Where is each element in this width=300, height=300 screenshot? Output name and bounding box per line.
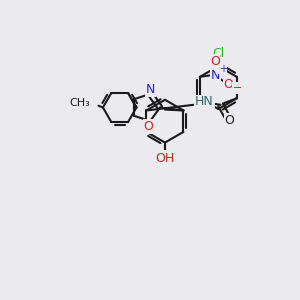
Text: O: O xyxy=(144,120,154,133)
Text: −: − xyxy=(232,83,242,93)
Text: HN: HN xyxy=(195,95,214,108)
Text: N: N xyxy=(211,69,220,82)
Text: O: O xyxy=(210,55,220,68)
Text: O: O xyxy=(160,152,170,165)
Text: Cl: Cl xyxy=(212,47,224,60)
Text: CH₃: CH₃ xyxy=(69,98,90,108)
Text: OH: OH xyxy=(155,152,175,165)
Text: +: + xyxy=(219,64,227,74)
Text: N: N xyxy=(146,83,155,96)
Text: O: O xyxy=(224,114,234,127)
Text: O: O xyxy=(224,78,233,92)
Text: H: H xyxy=(160,151,170,164)
